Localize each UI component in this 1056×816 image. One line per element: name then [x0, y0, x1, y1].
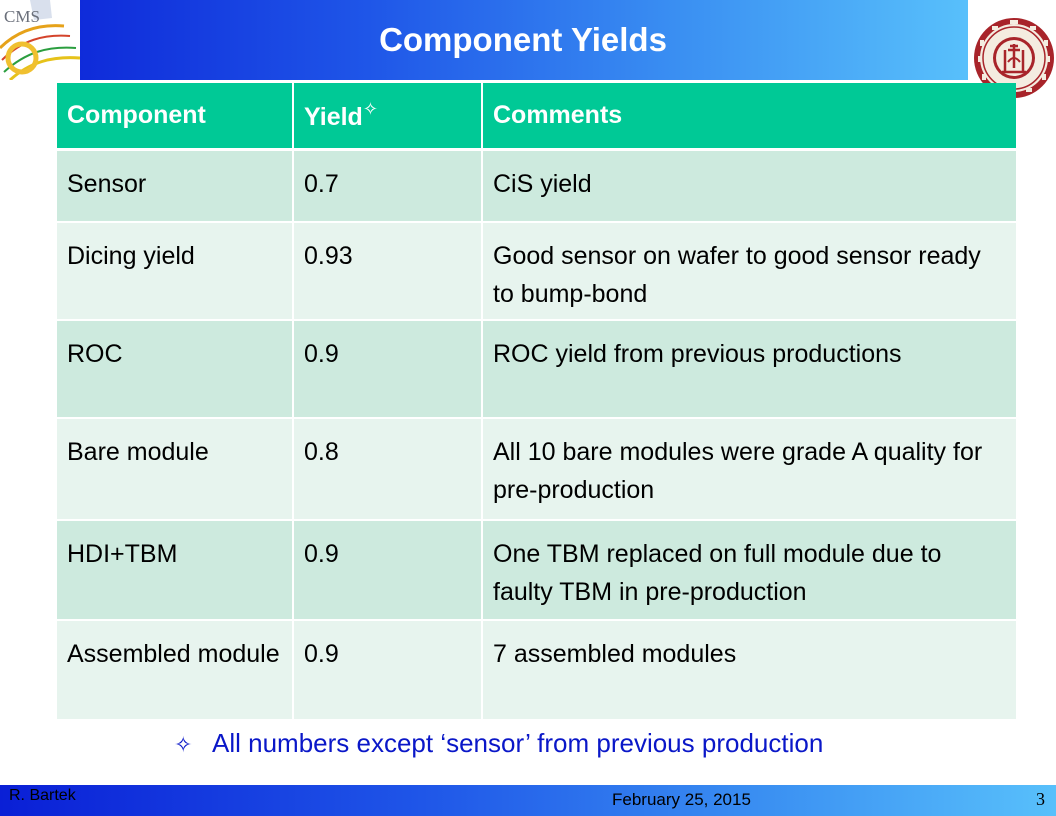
table-row: ROC 0.9 ROC yield from previous producti…: [57, 319, 1016, 419]
cell-component: ROC: [57, 319, 294, 419]
cell-comment: CiS yield: [482, 149, 1016, 223]
page-number: 3: [1036, 789, 1045, 809]
footnote: ✧ All numbers except ‘sensor’ from previo…: [174, 728, 823, 759]
table-row: HDI+TBM 0.9 One TBM replaced on full mod…: [57, 519, 1016, 621]
table-header-row: Component Yield✧ Comments: [57, 83, 1016, 151]
cell-yield: 0.9: [293, 619, 483, 721]
table-row: Bare module 0.8 All 10 bare modules were…: [57, 417, 1016, 521]
component-yields-table: Component Yield✧ Comments Sensor 0.7 CiS…: [57, 83, 1016, 721]
star-bullet-icon: ✧: [174, 732, 193, 757]
title-banner: [0, 0, 968, 80]
footer-author: R. Bartek: [9, 787, 76, 804]
cms-logo: CMS: [0, 0, 81, 82]
cell-component: Bare module: [57, 417, 294, 521]
table-row: Dicing yield 0.93 Good sensor on wafer t…: [57, 221, 1016, 321]
column-header-yield: Yield✧: [293, 83, 483, 151]
footer-date: February 25, 2015: [612, 790, 751, 809]
footnote-text: All numbers except ‘sensor’ from previou…: [212, 728, 824, 758]
cell-yield: 0.93: [293, 221, 483, 321]
footnote-marker-icon: ✧: [362, 99, 378, 119]
column-header-label: Comments: [493, 101, 623, 129]
cell-yield: 0.9: [293, 319, 483, 419]
cell-component: Dicing yield: [57, 221, 294, 321]
cell-comment: One TBM replaced on full module due to f…: [482, 519, 1016, 621]
cell-yield: 0.9: [293, 519, 483, 621]
university-seal-icon: [972, 16, 1056, 100]
column-header-label: Component: [67, 101, 206, 129]
table-row: Assembled module 0.9 7 assembled modules: [57, 619, 1016, 721]
cell-comment: All 10 bare modules were grade A quality…: [482, 417, 1016, 521]
slide-title: Component Yields: [379, 21, 667, 58]
cell-yield: 0.7: [293, 149, 483, 223]
cell-comment: ROC yield from previous productions: [482, 319, 1016, 419]
cms-logo-label: CMS: [4, 7, 40, 26]
cell-component: Sensor: [57, 149, 294, 223]
column-header-label: Yield: [304, 103, 363, 131]
table-row: Sensor 0.7 CiS yield: [57, 149, 1016, 223]
footer-bar: R. Bartek February 25, 2015 3: [0, 785, 1056, 816]
column-header-comments: Comments: [482, 83, 1016, 151]
cell-yield: 0.8: [293, 417, 483, 521]
column-header-component: Component: [57, 83, 294, 151]
cell-component: Assembled module: [57, 619, 294, 721]
cell-comment: Good sensor on wafer to good sensor read…: [482, 221, 1016, 321]
cell-comment: 7 assembled modules: [482, 619, 1016, 721]
cell-component: HDI+TBM: [57, 519, 294, 621]
